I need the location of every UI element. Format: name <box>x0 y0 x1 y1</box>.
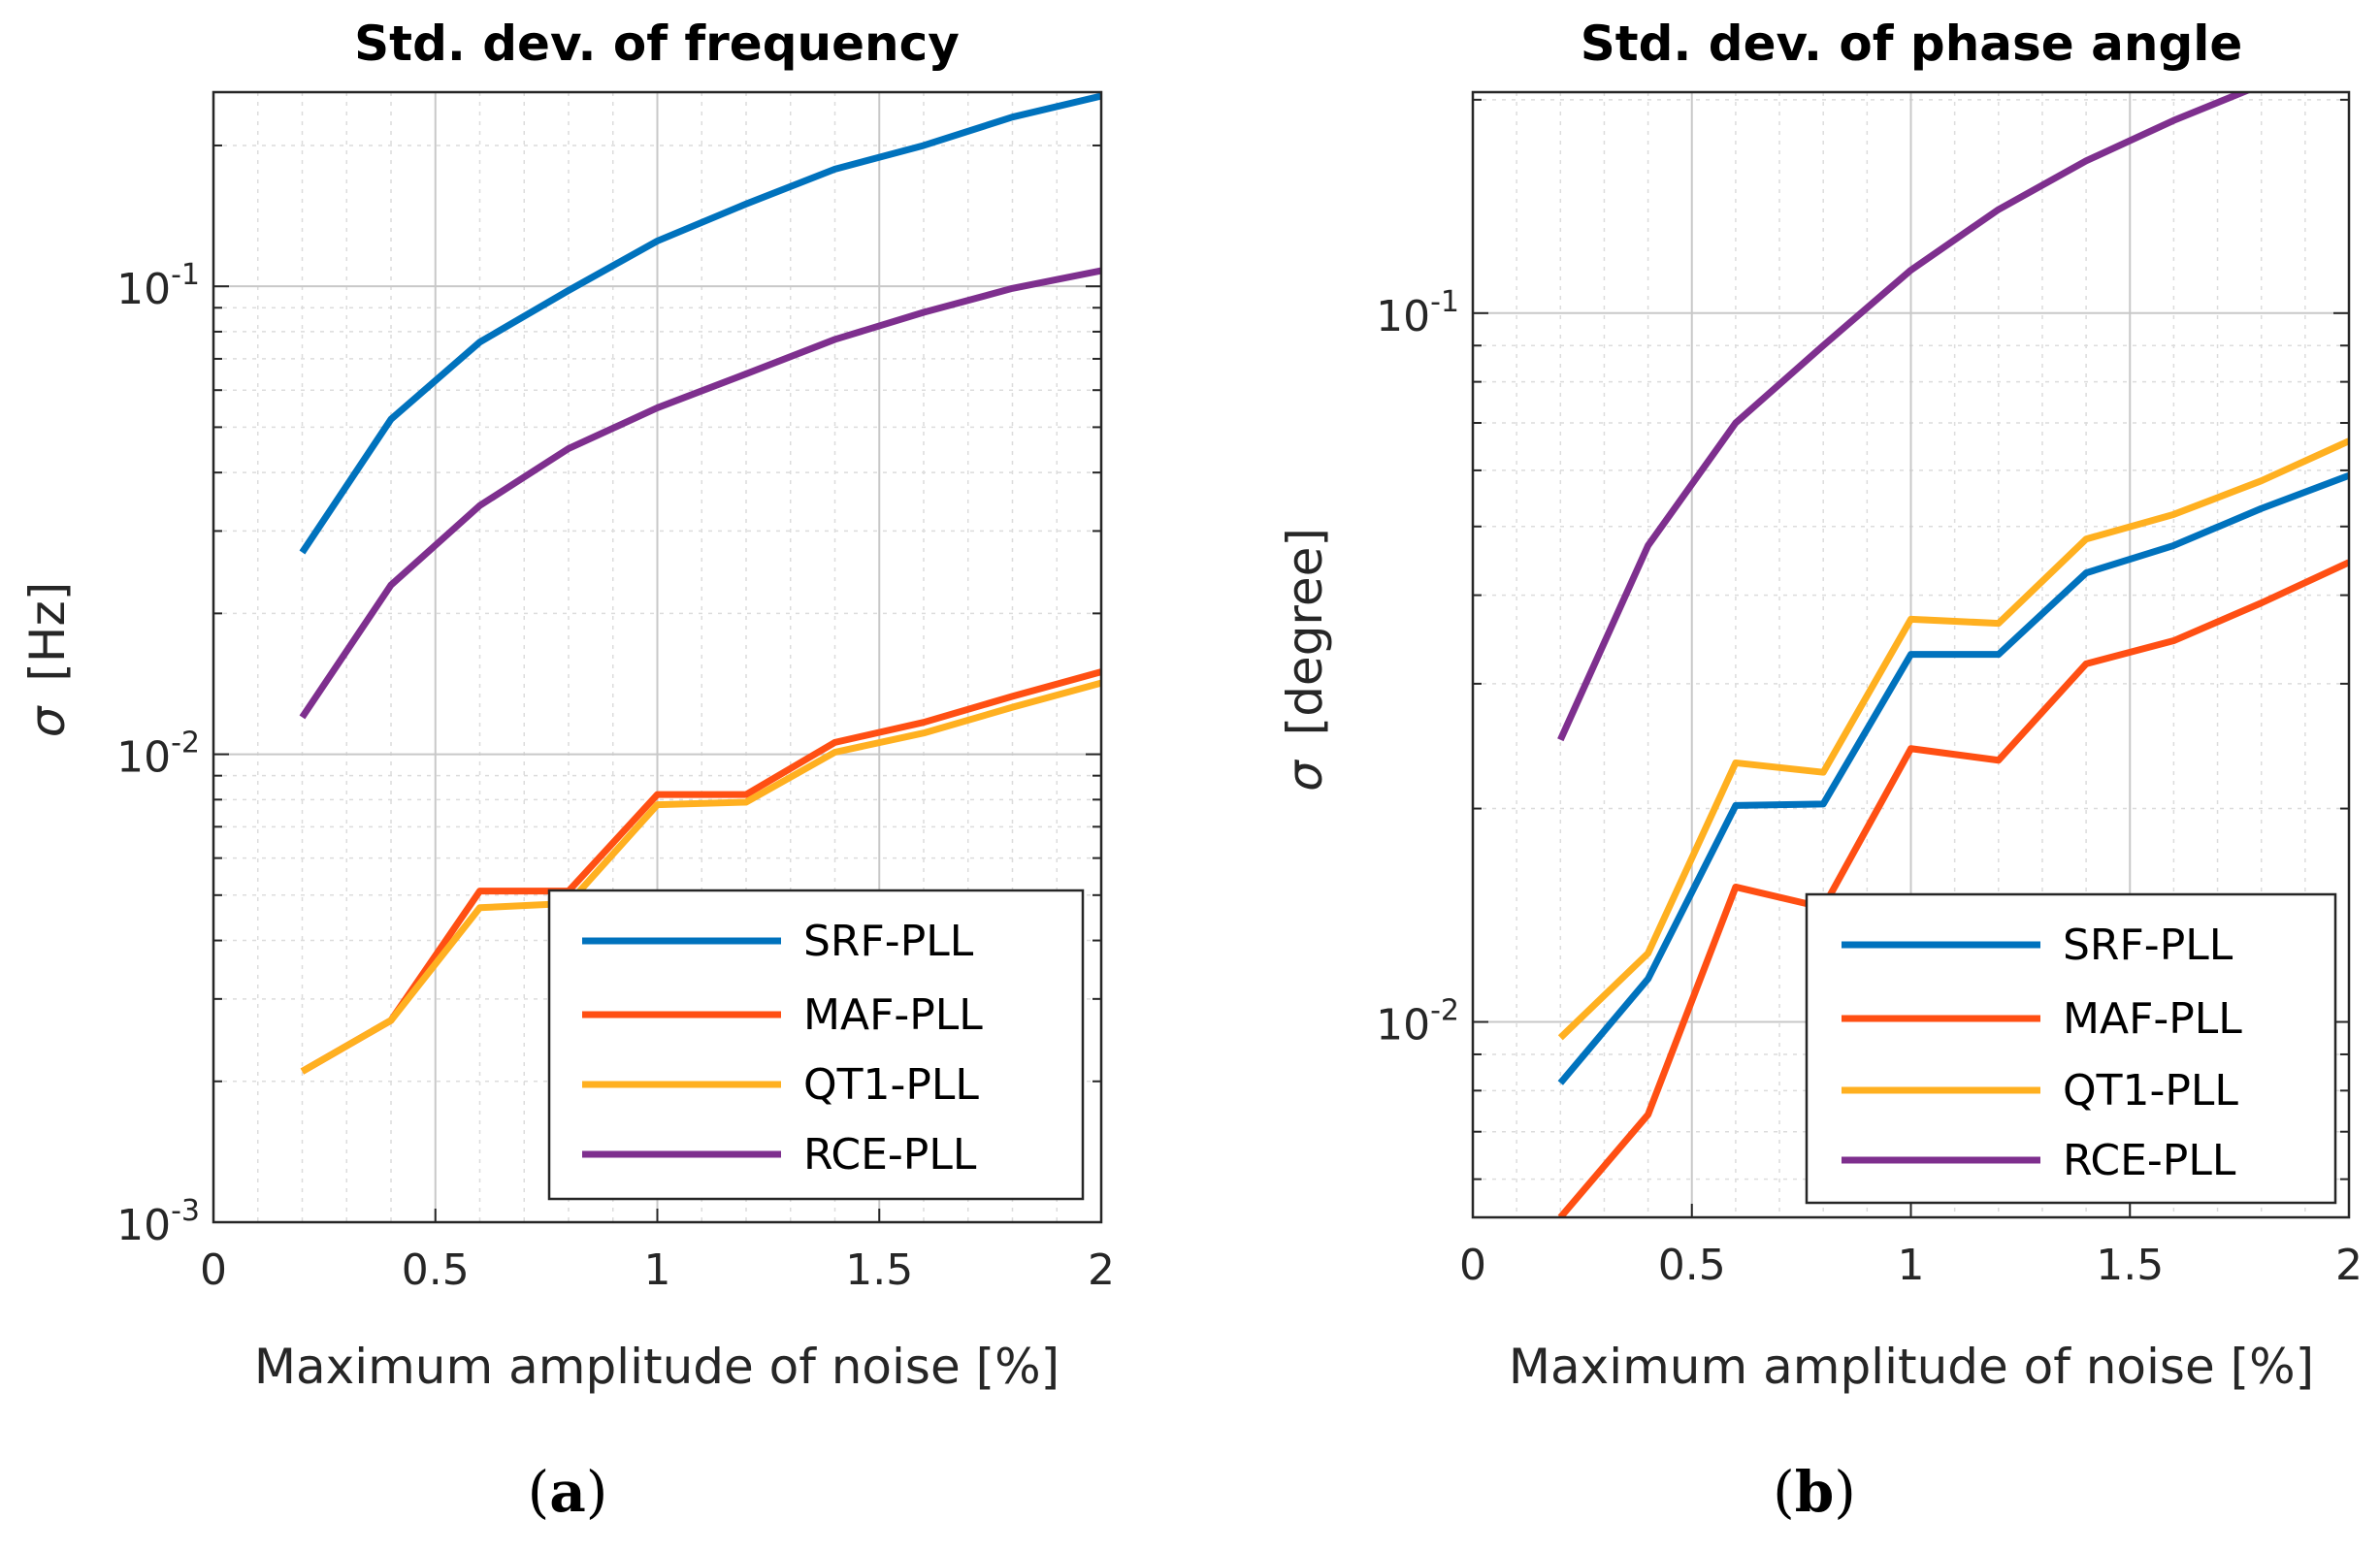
panel-b: Std. dev. of phase angle 0 0.5 1 1.5 2 10-21… <box>1277 16 2363 1525</box>
chart-b-x-tick-label: 1 <box>1898 1241 1925 1290</box>
chart-a-y-tick-label: 10-1 <box>116 258 200 314</box>
chart-b-title: Std. dev. of phase angle <box>1581 16 2243 72</box>
caption-a-letter: a <box>549 1459 586 1525</box>
legend-a-qt1-label: QT1-PLL <box>803 1060 979 1110</box>
caption-a: (a) <box>528 1459 608 1525</box>
chart-b-series <box>1557 92 2349 1217</box>
legend-a-srf-label: SRF-PLL <box>803 917 974 966</box>
chart-a-title: Std. dev. of frequency <box>354 16 960 72</box>
chart-a-series-rce-pll <box>299 267 1101 720</box>
chart-a-y-label-unit: [Hz] <box>19 582 76 682</box>
legend-b-srf-label: SRF-PLL <box>2063 921 2233 970</box>
chart-b-series-maf-pll <box>1557 559 2349 1217</box>
chart-a-y-ticks: 10-3 10-2 10-1 <box>116 144 1101 1250</box>
panel-a: Std. dev. of frequency 0 0.5 1 1.5 2 10-310-… <box>19 16 1115 1525</box>
legend-a-maf-label: MAF-PLL <box>803 990 983 1040</box>
chart-a-series-srf-pll <box>299 92 1101 555</box>
chart-b-y-tick-label: 10-2 <box>1376 994 1459 1051</box>
chart-a-x-tick-label: 1.5 <box>845 1245 913 1295</box>
chart-b-series-srf-pll <box>1557 471 2349 1085</box>
chart-b-y-label-unit: [degree] <box>1277 528 1333 735</box>
chart-a-series <box>299 92 1101 1075</box>
chart-b-x-tick-label: 1.5 <box>2096 1241 2164 1290</box>
legend-b-rce-label: RCE-PLL <box>2063 1136 2236 1185</box>
chart-a-axes-box <box>212 90 1103 1224</box>
chart-a-x-tick-label: 1 <box>644 1245 671 1295</box>
chart-b-axes-box <box>1471 90 2351 1219</box>
chart-b-x-label: Maximum amplitude of noise [%] <box>1509 1339 2314 1395</box>
chart-a-series-maf-pll <box>300 668 1101 1075</box>
chart-b-series-rce-pll <box>1557 92 2253 742</box>
svg-text:σ [Hz]: σ [Hz] <box>19 582 76 737</box>
chart-a-x-tick-label: 0 <box>200 1245 227 1295</box>
chart-b-legend: SRF-PLL MAF-PLL QT1-PLL RCE-PLL <box>1805 892 2337 1205</box>
chart-b-x-tick-label: 0 <box>1459 1241 1486 1290</box>
chart-b-y-label: σ [degree] <box>1277 528 1333 792</box>
chart-a-y-tick-label: 10-3 <box>116 1194 200 1250</box>
legend-b-qt1-label: QT1-PLL <box>2063 1066 2238 1116</box>
chart-b-series-qt1-pll <box>1557 437 2349 1041</box>
chart-a-x-tick-label: 2 <box>1088 1245 1115 1295</box>
legend-a-rce-label: RCE-PLL <box>803 1130 977 1180</box>
legend-b-maf-label: MAF-PLL <box>2063 994 2242 1044</box>
chart-b-x-tick-label: 0.5 <box>1658 1241 1726 1290</box>
chart-b-y-label-symbol: σ <box>1277 760 1333 792</box>
chart-b-y-tick-label: 10-1 <box>1376 285 1459 341</box>
chart-a-y-label: σ [Hz] <box>19 582 76 737</box>
chart-b-y-ticks: 10-2 10-1 <box>1376 98 2349 1180</box>
chart-a-series-qt1-pll <box>300 679 1101 1075</box>
chart-a-x-ticks: 0 0.5 1 1.5 2 <box>200 1209 1115 1295</box>
chart-b-x-tick-label: 2 <box>2335 1241 2363 1290</box>
svg-text:σ [degree]: σ [degree] <box>1277 528 1333 792</box>
caption-b-letter: b <box>1795 1459 1835 1525</box>
chart-a-legend: SRF-PLL MAF-PLL QT1-PLL RCE-PLL <box>547 889 1085 1201</box>
chart-a-y-label-symbol: σ <box>19 705 76 737</box>
chart-a-x-tick-label: 0.5 <box>402 1245 470 1295</box>
chart-a-y-tick-label: 10-2 <box>116 727 200 783</box>
chart-b-x-ticks: 0 0.5 1 1.5 2 <box>1459 1204 2363 1290</box>
caption-b: (b) <box>1773 1459 1856 1525</box>
chart-a-x-label: Maximum amplitude of noise [%] <box>254 1339 1060 1395</box>
